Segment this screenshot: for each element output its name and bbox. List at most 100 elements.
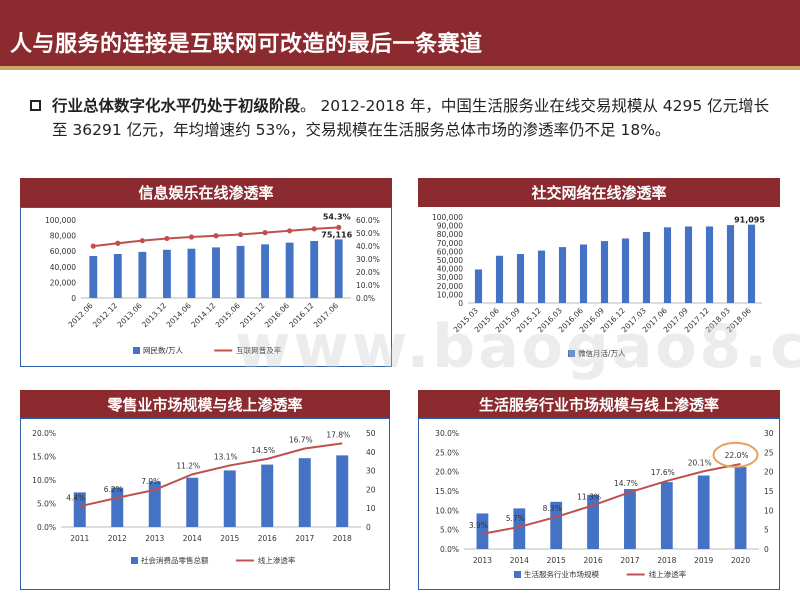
legend-swatch: [568, 350, 575, 357]
bar: [261, 244, 270, 298]
bar: [336, 455, 349, 527]
chart2-title: 社交网络在线渗透率: [418, 178, 780, 208]
x-tick-label: 2018: [657, 556, 676, 565]
y-left-tick-label: 5.0%: [37, 500, 56, 509]
line-point: [115, 240, 121, 246]
bar: [495, 255, 504, 303]
y-right-tick-label: 0: [764, 545, 769, 554]
x-tick-label: 2014.06: [165, 301, 193, 329]
x-tick-label: 2015: [547, 556, 566, 565]
y-right-tick-label: 25: [764, 448, 774, 457]
chart4-title: 生活服务行业市场规模与线上渗透率: [418, 390, 780, 420]
line-point: [311, 226, 317, 232]
bullet-bold-text: 行业总体数字化水平仍处于初级阶段: [52, 97, 301, 115]
x-tick-label: 2017.06: [312, 301, 340, 329]
bar: [261, 464, 274, 527]
bar: [236, 245, 245, 298]
data-label: 22.0%: [725, 451, 749, 460]
y-right-tick-label: 10.0%: [356, 281, 380, 290]
bar: [187, 248, 196, 298]
x-tick-label: 2015: [220, 534, 239, 543]
y-left-tick-label: 0: [71, 294, 76, 303]
y-right-tick-label: 0: [366, 523, 371, 532]
bar: [212, 247, 220, 298]
bar: [285, 242, 294, 298]
y-left-tick-label: 100,000: [45, 216, 76, 225]
data-label: 91,095: [734, 216, 765, 225]
bar: [476, 513, 489, 549]
data-label: 13.1%: [214, 452, 238, 461]
x-tick-label: 2018: [333, 534, 352, 543]
bar: [705, 226, 714, 303]
legend-swatch: [514, 571, 521, 578]
bar: [558, 247, 567, 303]
y-left-tick-label: 50,000: [437, 256, 463, 265]
x-tick-label: 2015.06: [214, 301, 242, 329]
highlight-circle: [712, 441, 759, 468]
chart1-title: 信息娱乐在线渗透率: [20, 178, 392, 208]
bar: [684, 226, 693, 303]
legend-label: 网民数/万人: [143, 345, 184, 355]
bar: [148, 481, 161, 527]
line-point: [336, 224, 342, 231]
x-tick-label: 2013: [145, 534, 164, 543]
bar: [73, 492, 86, 527]
y-left-tick-label: 25.0%: [435, 448, 459, 457]
bar: [310, 240, 319, 298]
legend-label: 线上渗透率: [649, 569, 687, 579]
x-tick-label: 2013: [473, 556, 492, 565]
y-left-tick-label: 15.0%: [435, 487, 459, 496]
line-point: [287, 228, 293, 234]
x-tick-label: 2013.12: [140, 301, 168, 329]
bullet-paragraph: 行业总体数字化水平仍处于初级阶段。 2012-2018 年，中国生活服务业在线交…: [30, 94, 770, 142]
bar: [513, 508, 526, 549]
legend-label: 互联网普及率: [236, 345, 281, 355]
bar: [334, 239, 343, 298]
y-left-tick-label: 0: [458, 299, 463, 308]
data-label: 11.2%: [176, 461, 200, 470]
x-tick-label: 2012.12: [91, 301, 119, 329]
x-tick-label: 2016.06: [263, 301, 291, 329]
chart3-title: 零售业市场规模与线上渗透率: [20, 390, 390, 420]
data-label: 54.3%: [323, 212, 351, 221]
data-label: 20.1%: [688, 458, 712, 467]
y-left-tick-label: 80,000: [50, 232, 76, 241]
y-right-tick-label: 50: [366, 429, 376, 438]
y-left-tick-label: 80,000: [437, 230, 463, 239]
y-right-tick-label: 30.0%: [356, 255, 380, 264]
y-right-tick-label: 30: [366, 467, 376, 476]
bar: [600, 241, 609, 303]
chart1-svg: 0 20,000 40,000 60,000 80,000 100,000 0.0% 10.0…: [45, 212, 380, 355]
series-line: [482, 462, 741, 535]
x-tick-label: 2014.12: [189, 301, 217, 329]
data-label: 7.9%: [141, 477, 160, 486]
bar: [697, 475, 710, 549]
chart3-panel: 0.0% 5.0% 10.0% 15.0% 20.0% 0 10 20 30 40 50 4.4% 6.…: [20, 418, 390, 590]
x-tick-label: 2011: [70, 534, 89, 543]
y-right-tick-label: 0.0%: [356, 294, 375, 303]
bar: [89, 256, 98, 298]
legend-swatch: [133, 347, 140, 354]
data-label: 14.7%: [614, 479, 638, 488]
y-left-tick-label: 40,000: [437, 265, 463, 274]
slide-title: 人与服务的连接是互联网可改造的最后一条赛道: [10, 32, 483, 57]
x-tick-label: 2019: [694, 556, 713, 565]
bar: [113, 254, 122, 298]
slide-header: 人与服务的连接是互联网可改造的最后一条赛道: [0, 0, 800, 70]
data-label: 14.5%: [251, 446, 275, 455]
series-line: [79, 442, 343, 508]
legend-label: 社会消费品零售总额: [141, 555, 209, 565]
x-tick-label: 2020: [731, 556, 750, 565]
bar: [734, 467, 747, 549]
y-right-tick-label: 50.0%: [356, 229, 380, 238]
y-right-tick-label: 20.0%: [356, 268, 380, 277]
y-right-tick-label: 5: [764, 526, 769, 535]
chart2-panel: 0 10,000 20,000 30,000 40,000 50,000 60,000 70,…: [418, 207, 780, 367]
y-left-tick-label: 70,000: [437, 239, 463, 248]
y-left-tick-label: 30.0%: [435, 429, 459, 438]
y-right-tick-label: 40: [366, 448, 376, 457]
chart1-panel: 0 20,000 40,000 60,000 80,000 100,000 0.0% 10.0…: [20, 207, 392, 367]
y-right-tick-label: 10: [366, 504, 376, 513]
data-label: 17.8%: [326, 430, 350, 439]
x-tick-label: 2014: [510, 556, 529, 565]
